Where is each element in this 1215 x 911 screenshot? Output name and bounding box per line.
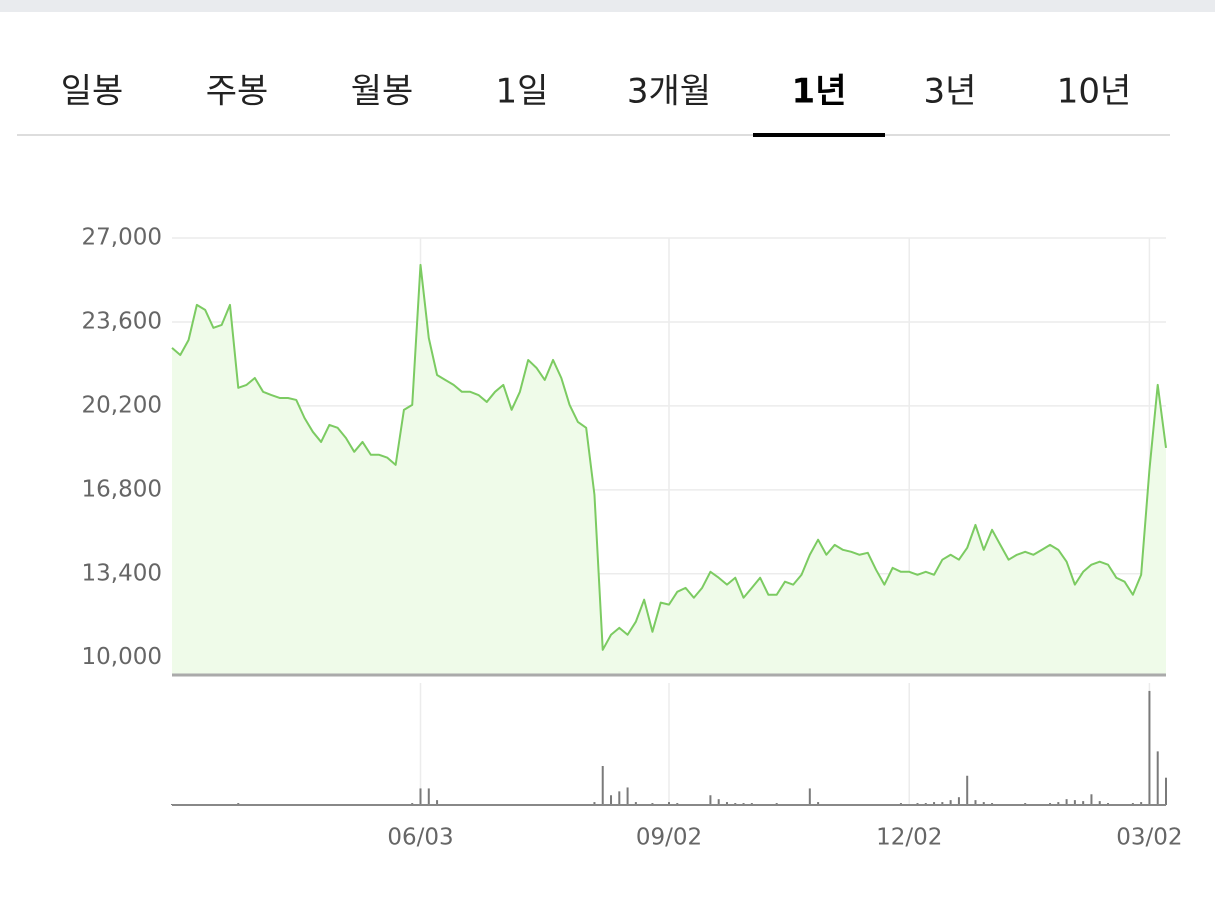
y-tick-label: 16,800 [82, 476, 162, 502]
chart: 06/03 09/02 12/02 03/02 10,000 13,400 16,800 20… [82, 225, 1183, 851]
volume-bar [610, 795, 613, 805]
volume-bar [1090, 794, 1093, 805]
y-tick-label: 27,000 [82, 225, 162, 251]
tab-underline [753, 133, 885, 137]
area [172, 264, 1166, 675]
volume-bar [593, 802, 596, 805]
tab[interactable]: 주봉 [206, 72, 269, 112]
tab[interactable]: 10년 [1057, 72, 1132, 112]
y-tick-label: 10,000 [82, 644, 162, 670]
volume-bar [974, 800, 977, 805]
tab-bar: 일봉 주봉 월봉 1일 3개월 1년 3년 10년 [61, 72, 1132, 137]
volume-bar [427, 788, 430, 805]
volume-bar [949, 800, 952, 805]
volume-bar [1073, 800, 1076, 805]
tab[interactable]: 일봉 [61, 72, 124, 112]
volume-bar [419, 788, 422, 805]
tab[interactable]: 3개월 [627, 72, 711, 112]
volume-bar [1156, 751, 1159, 805]
tab[interactable]: 1일 [496, 72, 549, 112]
volume-bar [817, 802, 820, 805]
volume-bar [957, 797, 960, 805]
tab[interactable]: 월봉 [351, 72, 414, 112]
volume-bar [1082, 801, 1085, 805]
x-tick-label: 09/02 [636, 825, 702, 851]
volume-bar [941, 802, 944, 805]
y-tick-label: 13,400 [82, 560, 162, 586]
volume-bar [982, 802, 985, 805]
volume-bar [626, 787, 629, 805]
y-tick-label: 20,200 [82, 392, 162, 418]
volume-bar [436, 800, 439, 805]
volume-bar [1148, 690, 1151, 805]
x-tick-label: 03/02 [1116, 825, 1182, 851]
volume-bar [1165, 777, 1167, 805]
volume-bar [1057, 802, 1060, 805]
volume-bar [709, 795, 712, 805]
x-tick-label: 06/03 [387, 825, 453, 851]
tab[interactable]: 1년 [792, 72, 847, 112]
volume-bar [634, 802, 637, 805]
volume-bar [668, 802, 670, 805]
volume-bar [717, 799, 720, 805]
top-bar [0, 0, 1215, 12]
volume-bar [601, 766, 604, 805]
y-tick-label: 23,600 [82, 308, 162, 334]
price-line [171, 263, 1167, 651]
volume-bar [1065, 799, 1068, 805]
volume-bar [725, 802, 728, 805]
volume-bar [966, 775, 969, 805]
volume-bar [808, 788, 811, 805]
tab[interactable]: 3년 [924, 72, 977, 112]
x-tick-label: 12/02 [876, 825, 942, 851]
volume-bar [1140, 802, 1143, 805]
volume-bar [933, 802, 936, 805]
volume-bar [1098, 801, 1101, 805]
volume-bar [618, 791, 621, 805]
